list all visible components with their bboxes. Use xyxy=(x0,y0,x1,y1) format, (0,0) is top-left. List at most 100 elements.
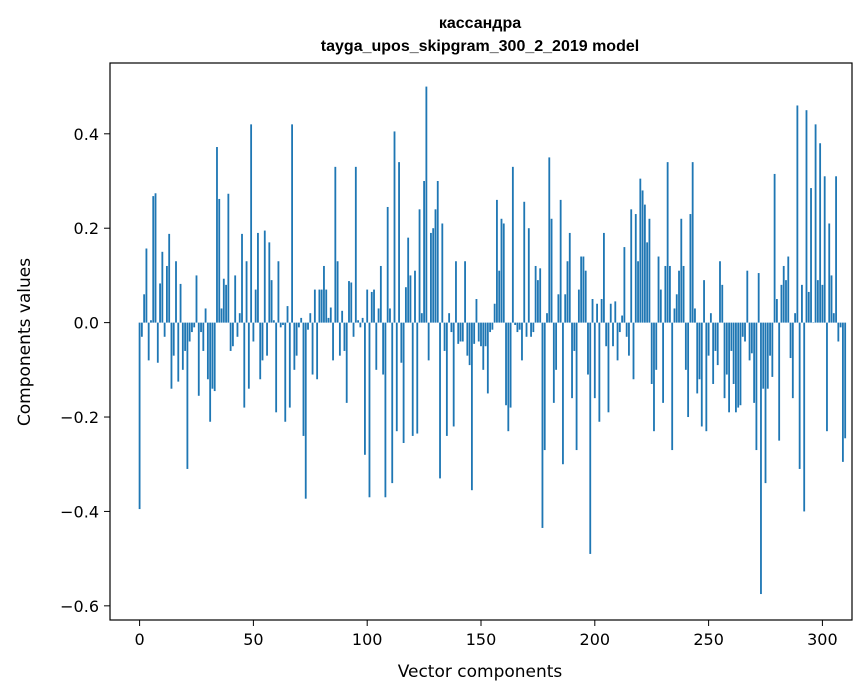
bar-191 xyxy=(573,322,576,351)
bar-117 xyxy=(404,287,407,323)
bar-268 xyxy=(748,322,751,361)
bar-123 xyxy=(418,209,421,323)
bar-180 xyxy=(548,157,551,323)
bar-165 xyxy=(514,322,517,325)
bar-256 xyxy=(721,284,724,323)
bar-133 xyxy=(441,223,444,323)
bar-91 xyxy=(345,322,348,403)
bar-207 xyxy=(609,303,612,323)
bar-50 xyxy=(252,322,255,342)
bar-58 xyxy=(270,280,273,323)
bar-19 xyxy=(181,322,184,370)
bar-84 xyxy=(329,307,332,323)
bar-202 xyxy=(598,322,601,422)
bar-234 xyxy=(671,322,674,451)
bar-292 xyxy=(803,322,806,512)
bar-87 xyxy=(336,261,339,323)
bar-109 xyxy=(386,206,389,323)
bar-47 xyxy=(245,261,248,323)
bar-25 xyxy=(195,275,198,323)
bar-112 xyxy=(393,131,396,323)
bar-66 xyxy=(288,322,291,408)
bar-218 xyxy=(634,214,637,323)
bar-142 xyxy=(461,322,464,342)
bar-181 xyxy=(550,218,553,323)
bar-310 xyxy=(844,322,847,439)
bar-150 xyxy=(480,322,482,347)
bar-156 xyxy=(493,303,496,323)
bar-61 xyxy=(277,261,280,323)
bar-37 xyxy=(222,278,225,323)
bar-108 xyxy=(384,322,387,498)
bar-17 xyxy=(177,322,180,382)
bar-245 xyxy=(696,322,699,394)
bar-110 xyxy=(389,308,391,323)
bar-70 xyxy=(298,322,300,328)
bar-308 xyxy=(839,322,842,328)
bar-22 xyxy=(188,322,191,342)
bar-300 xyxy=(821,284,824,323)
bar-265 xyxy=(741,322,744,337)
bar-115 xyxy=(400,322,403,363)
bar-136 xyxy=(448,313,451,323)
x-tick-label: 200 xyxy=(580,630,611,649)
bar-210 xyxy=(616,322,619,361)
bar-10 xyxy=(161,251,164,323)
bar-101 xyxy=(368,322,371,498)
bar-286 xyxy=(789,322,792,359)
bars-group xyxy=(138,86,847,595)
bar-287 xyxy=(791,322,794,399)
bar-212 xyxy=(621,315,624,323)
bar-240 xyxy=(684,322,687,370)
bar-289 xyxy=(796,105,799,323)
bar-4 xyxy=(147,322,150,361)
bar-103 xyxy=(373,289,375,323)
bar-34 xyxy=(216,147,218,323)
bar-9 xyxy=(159,283,161,323)
bar-93 xyxy=(350,282,353,323)
bar-271 xyxy=(755,322,758,451)
x-tick-label: 150 xyxy=(466,630,497,649)
bar-206 xyxy=(607,322,610,413)
bar-188 xyxy=(566,261,569,323)
bar-275 xyxy=(764,322,767,484)
chart-subtitle: tayga_upos_skipgram_300_2_2019 model xyxy=(321,38,639,55)
chart-title: кассандра xyxy=(439,15,521,32)
bar-260 xyxy=(730,322,733,351)
bar-129 xyxy=(432,228,435,323)
bar-51 xyxy=(254,289,257,323)
bar-155 xyxy=(491,322,494,330)
bar-201 xyxy=(596,303,598,323)
bar-116 xyxy=(402,322,405,443)
bar-14 xyxy=(170,322,173,389)
bar-261 xyxy=(732,322,735,384)
bar-173 xyxy=(532,322,535,333)
bar-141 xyxy=(459,322,462,342)
bar-127 xyxy=(427,322,430,361)
bar-128 xyxy=(430,232,432,323)
bar-209 xyxy=(614,301,617,323)
bar-65 xyxy=(286,306,289,323)
bar-68 xyxy=(293,322,296,370)
bar-76 xyxy=(311,322,314,375)
bar-113 xyxy=(395,322,398,432)
bar-46 xyxy=(243,322,246,408)
bar-284 xyxy=(785,280,787,323)
bar-183 xyxy=(555,322,558,370)
bar-200 xyxy=(593,322,596,399)
bar-77 xyxy=(313,289,316,323)
bar-131 xyxy=(436,181,439,323)
y-axis: −0.6 −0.4 −0.2 0.0 0.2 0.4 xyxy=(60,125,110,616)
bar-299 xyxy=(819,143,822,323)
bar-99 xyxy=(364,322,366,455)
bar-280 xyxy=(775,299,778,323)
bar-253 xyxy=(714,322,717,351)
bar-167 xyxy=(518,322,521,330)
bar-203 xyxy=(600,299,603,323)
bar-186 xyxy=(562,322,564,465)
bar-96 xyxy=(357,320,359,323)
bar-189 xyxy=(568,232,571,323)
bar-168 xyxy=(521,322,523,361)
bar-219 xyxy=(637,261,639,323)
